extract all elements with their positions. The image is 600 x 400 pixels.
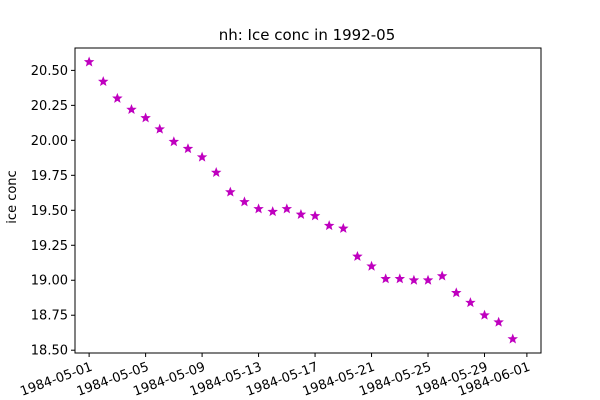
data-point — [196, 151, 208, 162]
data-point — [465, 297, 476, 308]
y-tick-label: 18.50 — [31, 344, 68, 359]
data-point — [295, 208, 307, 219]
data-point — [140, 112, 151, 123]
y-tick-label: 20.50 — [31, 64, 68, 79]
data-point — [422, 274, 434, 285]
data-point — [352, 250, 363, 261]
y-tick-label: 19.50 — [31, 204, 68, 219]
data-point — [408, 274, 420, 285]
y-tick-label: 19.25 — [31, 239, 68, 254]
y-tick-label: 20.00 — [31, 134, 68, 149]
data-series — [83, 56, 518, 344]
data-point — [253, 203, 264, 214]
plot-area — [74, 47, 542, 354]
chart-title: nh: Ice conc in 1992-05 — [219, 26, 396, 44]
data-point — [98, 76, 109, 87]
data-point — [182, 143, 194, 154]
data-point — [281, 203, 293, 214]
data-point — [436, 270, 448, 281]
data-point — [225, 186, 236, 197]
data-point — [394, 273, 406, 284]
data-point — [309, 210, 321, 221]
y-axis-label: ice conc — [5, 170, 20, 223]
y-tick-label: 19.00 — [31, 274, 68, 289]
data-point — [338, 222, 349, 233]
data-point — [126, 104, 137, 115]
data-point — [83, 56, 95, 67]
data-point — [267, 206, 278, 217]
data-point — [451, 287, 462, 298]
data-point — [154, 123, 165, 134]
data-point — [210, 167, 222, 177]
y-axis: 18.50 18.75 19.00 19.25 19.50 19.75 20.00 20.25… — [31, 64, 75, 359]
y-tick-label: 18.75 — [31, 309, 68, 324]
y-tick-label: 19.75 — [31, 169, 68, 184]
data-point — [366, 260, 377, 271]
data-point — [507, 333, 518, 344]
data-point — [239, 196, 250, 207]
data-point — [168, 136, 180, 147]
data-point — [479, 309, 490, 320]
data-point — [493, 316, 504, 327]
y-tick-label: 20.25 — [31, 99, 68, 114]
data-point — [380, 273, 391, 284]
data-point — [323, 220, 335, 231]
data-point — [112, 92, 123, 103]
